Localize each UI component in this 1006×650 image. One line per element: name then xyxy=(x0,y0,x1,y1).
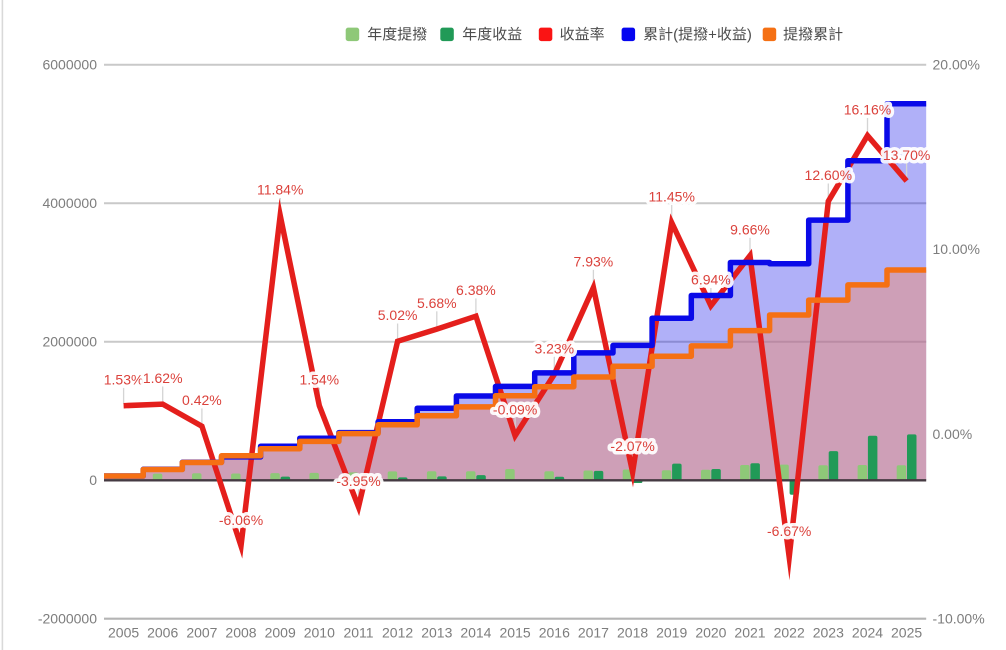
svg-text:-10.00%: -10.00% xyxy=(933,611,985,627)
svg-text:13.70%: 13.70% xyxy=(883,147,930,163)
svg-text:1.53%: 1.53% xyxy=(104,372,144,388)
svg-text:4000000: 4000000 xyxy=(42,195,97,211)
svg-text:2005: 2005 xyxy=(108,624,139,640)
svg-text:6.38%: 6.38% xyxy=(456,282,496,298)
svg-text:-6.06%: -6.06% xyxy=(219,512,263,528)
svg-text:2006: 2006 xyxy=(147,624,178,640)
svg-text:2016: 2016 xyxy=(539,624,570,640)
svg-text:(: ( xyxy=(673,26,678,43)
svg-text:6000000: 6000000 xyxy=(42,57,97,73)
svg-text:2018: 2018 xyxy=(617,624,648,640)
svg-text:): ) xyxy=(747,26,752,43)
svg-text:2013: 2013 xyxy=(421,624,452,640)
svg-text:-6.67%: -6.67% xyxy=(767,523,811,539)
svg-text:1.54%: 1.54% xyxy=(299,372,339,388)
svg-text:3.23%: 3.23% xyxy=(534,340,574,356)
svg-text:9.66%: 9.66% xyxy=(730,222,770,238)
svg-text:-2.07%: -2.07% xyxy=(610,438,654,454)
svg-text:0.42%: 0.42% xyxy=(182,392,222,408)
svg-text:2008: 2008 xyxy=(225,624,256,640)
svg-text:12.60%: 12.60% xyxy=(805,167,852,183)
svg-text:5.68%: 5.68% xyxy=(417,295,457,311)
svg-text:2011: 2011 xyxy=(343,624,373,640)
svg-text:-3.95%: -3.95% xyxy=(336,473,380,489)
svg-text:2017: 2017 xyxy=(578,624,609,640)
svg-text:2009: 2009 xyxy=(265,624,296,640)
svg-text:2025: 2025 xyxy=(891,624,922,640)
svg-text:2019: 2019 xyxy=(656,624,687,640)
svg-text:1.62%: 1.62% xyxy=(143,370,183,386)
svg-text:2010: 2010 xyxy=(304,624,335,640)
svg-text:16.16%: 16.16% xyxy=(844,102,891,118)
svg-text:2021: 2021 xyxy=(734,624,765,640)
svg-text:2022: 2022 xyxy=(774,624,805,640)
svg-text:2000000: 2000000 xyxy=(42,334,97,350)
svg-text:2015: 2015 xyxy=(500,624,531,640)
svg-text:20.00%: 20.00% xyxy=(933,57,980,73)
svg-text:11.45%: 11.45% xyxy=(648,189,694,205)
svg-text:2020: 2020 xyxy=(695,624,726,640)
svg-text:2007: 2007 xyxy=(186,624,217,640)
svg-text:0: 0 xyxy=(89,472,97,488)
svg-text:2023: 2023 xyxy=(813,624,844,640)
svg-text:2024: 2024 xyxy=(852,624,883,640)
svg-text:2014: 2014 xyxy=(460,624,491,640)
svg-text:5.02%: 5.02% xyxy=(378,307,418,323)
svg-text:10.00%: 10.00% xyxy=(933,241,980,257)
svg-text:6.94%: 6.94% xyxy=(691,272,731,288)
svg-text:11.84%: 11.84% xyxy=(257,181,303,197)
svg-text:-2000000: -2000000 xyxy=(38,611,97,627)
svg-text:0.00%: 0.00% xyxy=(933,426,973,442)
svg-text:-0.09%: -0.09% xyxy=(493,402,537,418)
svg-text:+: + xyxy=(708,26,717,43)
svg-text:7.93%: 7.93% xyxy=(574,254,614,270)
svg-text:2012: 2012 xyxy=(382,624,413,640)
